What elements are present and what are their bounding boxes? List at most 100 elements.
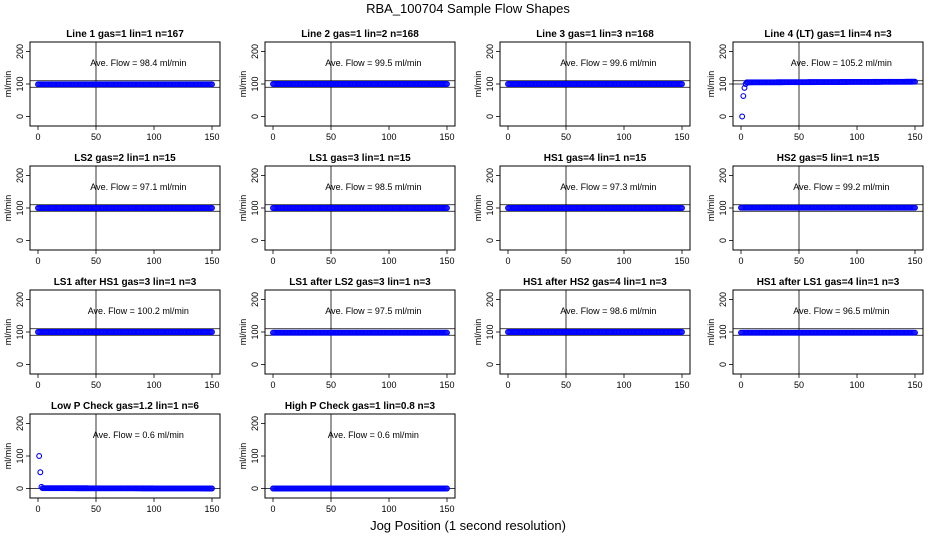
panel-title: Low P Check gas=1.2 lin=1 n=6 — [51, 401, 199, 412]
x-tick-label: 0 — [738, 380, 743, 390]
x-tick-label: 150 — [907, 132, 922, 142]
data-point — [912, 78, 918, 85]
y-tick-label: 100 — [250, 324, 260, 339]
x-tick-label: 50 — [794, 380, 804, 390]
x-tick-label: 0 — [270, 504, 275, 514]
y-axis-label: ml/min — [706, 195, 716, 222]
y-tick-label: 100 — [718, 324, 728, 339]
data-point — [740, 93, 747, 99]
data-point — [679, 81, 685, 87]
x-tick-label: 0 — [738, 132, 743, 142]
panel-title: LS1 after LS2 gas=3 lin=1 n=3 — [289, 277, 431, 288]
ave-flow-annotation: Ave. Flow = 99.5 ml/min — [325, 58, 421, 68]
y-tick-label: 0 — [250, 238, 260, 243]
x-tick-label: 0 — [35, 380, 40, 390]
y-axis-label: ml/min — [473, 71, 483, 98]
data-point — [37, 469, 44, 476]
ave-flow-annotation: Ave. Flow = 98.5 ml/min — [325, 182, 421, 192]
ave-flow-annotation: Ave. Flow = 0.6 ml/min — [328, 430, 419, 440]
x-tick-label: 100 — [616, 380, 631, 390]
ave-flow-annotation: Ave. Flow = 97.3 ml/min — [560, 182, 656, 192]
panel-title: LS1 after HS1 gas=3 lin=1 n=3 — [54, 277, 197, 288]
y-tick-label: 200 — [718, 292, 728, 307]
data-point — [444, 81, 450, 87]
y-tick-label: 200 — [250, 416, 260, 431]
y-tick-label: 200 — [485, 44, 495, 59]
y-tick-label: 100 — [718, 200, 728, 215]
y-tick-label: 0 — [485, 238, 495, 243]
x-tick-label: 50 — [326, 380, 336, 390]
x-tick-label: 100 — [616, 256, 631, 266]
figure-title: RBA_100704 Sample Flow Shapes — [366, 1, 570, 16]
y-tick-label: 0 — [15, 238, 25, 243]
x-tick-label: 50 — [326, 132, 336, 142]
data-point — [209, 329, 215, 335]
y-tick-label: 200 — [250, 44, 260, 59]
data-point — [444, 329, 450, 336]
data-point — [36, 453, 43, 459]
x-tick-label: 150 — [439, 504, 454, 514]
y-tick-label: 100 — [15, 448, 25, 463]
data-point — [209, 81, 215, 88]
data-point — [209, 485, 215, 492]
y-tick-label: 100 — [250, 76, 260, 91]
x-tick-label: 150 — [204, 380, 219, 390]
y-tick-label: 100 — [250, 448, 260, 463]
y-axis-label: ml/min — [238, 443, 248, 470]
y-tick-label: 100 — [250, 200, 260, 215]
x-tick-label: 0 — [505, 132, 510, 142]
x-tick-label: 50 — [561, 380, 571, 390]
y-tick-label: 200 — [718, 168, 728, 183]
data-point — [912, 204, 918, 211]
y-tick-label: 0 — [485, 114, 495, 119]
x-axis-label: Jog Position (1 second resolution) — [370, 518, 566, 533]
ave-flow-annotation: Ave. Flow = 98.6 ml/min — [560, 306, 656, 316]
y-tick-label: 0 — [718, 362, 728, 367]
panel-title: LS1 gas=3 lin=1 n=15 — [309, 153, 411, 164]
y-axis-label: ml/min — [3, 71, 13, 98]
x-tick-label: 0 — [738, 256, 743, 266]
y-tick-label: 100 — [718, 76, 728, 91]
x-tick-label: 50 — [91, 256, 101, 266]
x-tick-label: 100 — [146, 380, 161, 390]
y-axis-label: ml/min — [706, 71, 716, 98]
ave-flow-annotation: Ave. Flow = 100.2 ml/min — [88, 306, 189, 316]
ave-flow-annotation: Ave. Flow = 97.5 ml/min — [325, 306, 421, 316]
y-tick-label: 100 — [15, 324, 25, 339]
x-tick-label: 100 — [849, 132, 864, 142]
panel-title: HS1 after LS1 gas=4 lin=1 n=3 — [757, 277, 900, 288]
data-point — [444, 205, 450, 211]
ave-flow-annotation: Ave. Flow = 98.4 ml/min — [90, 58, 186, 68]
x-tick-label: 100 — [146, 504, 161, 514]
x-tick-label: 50 — [91, 132, 101, 142]
x-tick-label: 50 — [561, 132, 571, 142]
x-tick-label: 100 — [381, 132, 396, 142]
y-tick-label: 200 — [15, 44, 25, 59]
x-tick-label: 150 — [204, 504, 219, 514]
ave-flow-annotation: Ave. Flow = 99.2 ml/min — [793, 182, 889, 192]
y-tick-label: 100 — [485, 200, 495, 215]
y-tick-label: 200 — [15, 292, 25, 307]
panel-title: Line 2 gas=1 lin=2 n=168 — [301, 29, 419, 40]
y-tick-label: 200 — [15, 168, 25, 183]
y-axis-label: ml/min — [3, 443, 13, 470]
y-axis-label: ml/min — [706, 319, 716, 346]
x-tick-label: 100 — [849, 256, 864, 266]
x-tick-label: 50 — [91, 504, 101, 514]
y-tick-label: 200 — [250, 168, 260, 183]
y-tick-label: 100 — [485, 324, 495, 339]
panel-title: HS2 gas=5 lin=1 n=15 — [777, 153, 880, 164]
y-tick-label: 100 — [485, 76, 495, 91]
panel-title: Line 4 (LT) gas=1 lin=4 n=3 — [764, 29, 892, 40]
panel-title: High P Check gas=1 lin=0.8 n=3 — [285, 401, 436, 412]
y-tick-label: 200 — [15, 416, 25, 431]
data-point — [679, 205, 685, 211]
x-tick-label: 0 — [35, 132, 40, 142]
x-tick-label: 150 — [439, 256, 454, 266]
x-tick-label: 150 — [907, 380, 922, 390]
y-tick-label: 0 — [15, 362, 25, 367]
y-tick-label: 200 — [250, 292, 260, 307]
y-tick-label: 0 — [15, 114, 25, 119]
panel-title: LS2 gas=2 lin=1 n=15 — [74, 153, 176, 164]
panel-title: HS1 gas=4 lin=1 n=15 — [544, 153, 647, 164]
